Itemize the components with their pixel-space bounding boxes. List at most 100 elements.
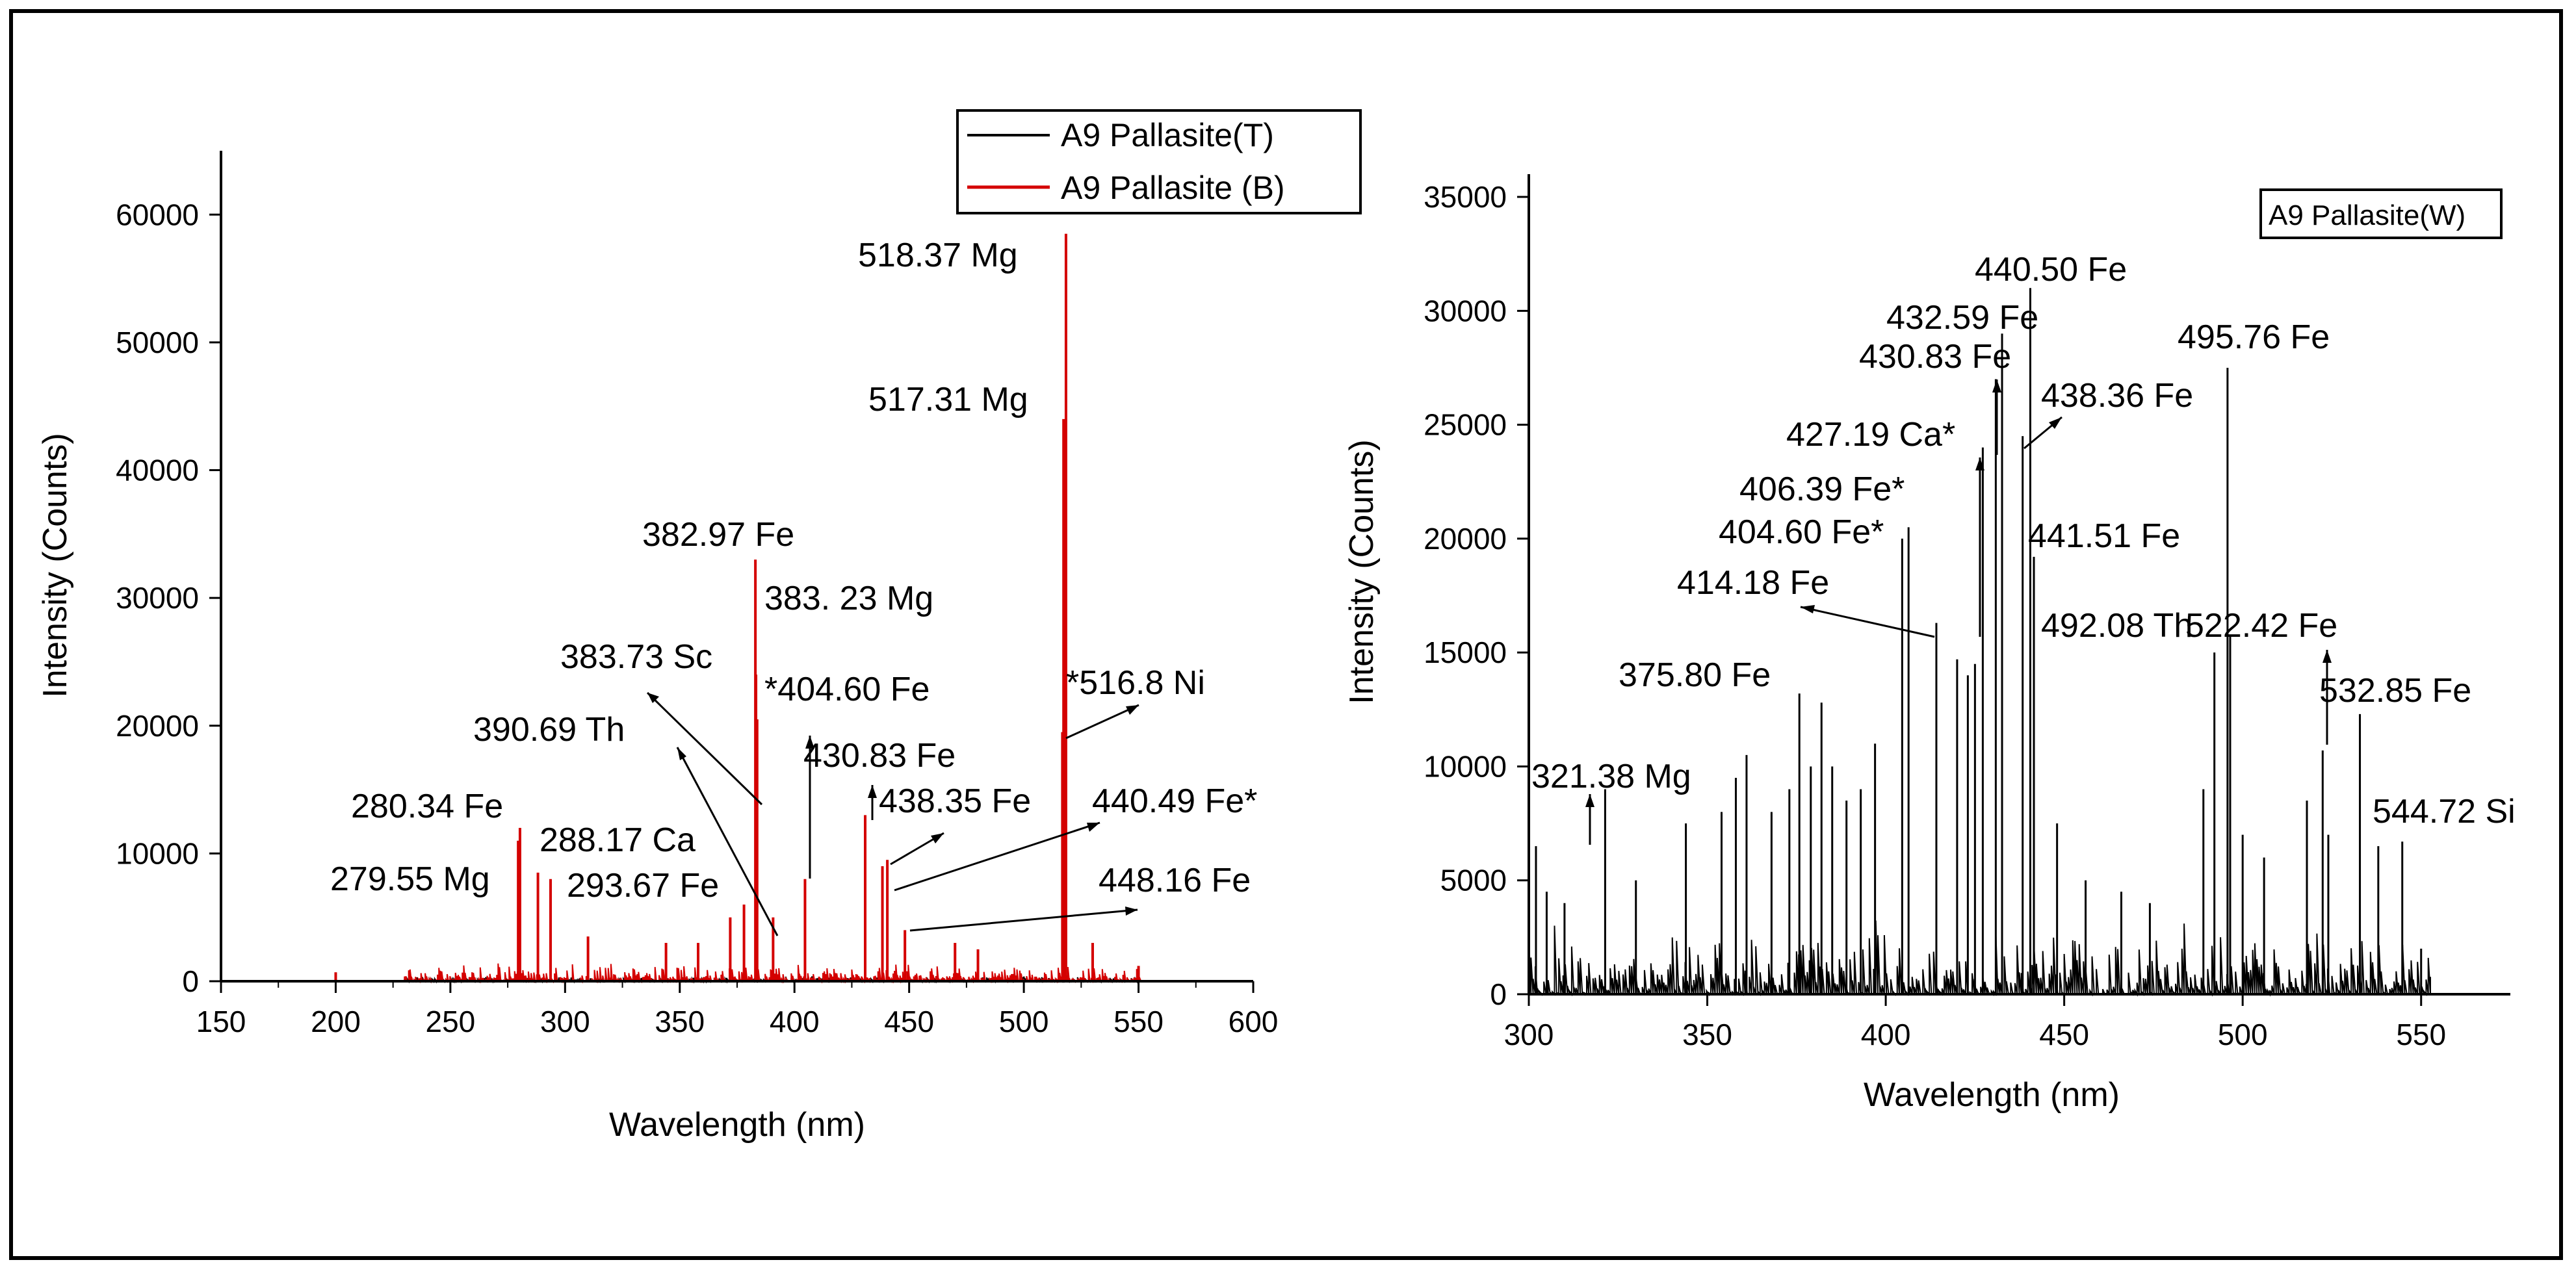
x-tick-label-l-250: 250: [426, 1005, 476, 1038]
chart-right-ticks: 300 350 400 450 500 550 0 5000 10000 15000 20000 25…: [1424, 180, 2446, 1051]
y-tick-label-l-10000: 10000: [116, 836, 199, 870]
ann-r-414-18-fe: 414.18 Fe: [1677, 564, 1829, 602]
chart-left-arrows: [646, 691, 1139, 936]
y-tick-label-r-25000: 25000: [1424, 408, 1507, 442]
arrowhead-r-414-18: [1801, 605, 1815, 613]
ann-l-516-8-ni: *516.8 Ni: [1066, 664, 1205, 702]
arrowhead-l-390-69: [677, 747, 686, 760]
x-tick-label-r-400: 400: [1861, 1018, 1911, 1051]
arrowhead-l-438-35: [931, 833, 944, 843]
arrowhead-r-438-36: [2049, 417, 2062, 429]
chart-left-legend: A9 Pallasite(T) A9 Pallasite (B): [956, 109, 1362, 214]
y-tick-label-l-50000: 50000: [116, 326, 199, 359]
arrowhead-l-516-8: [1126, 705, 1139, 715]
ann-l-518-37-mg: 518.37 Mg: [858, 237, 1018, 274]
ann-r-404-60-fe: 404.60 Fe*: [1719, 513, 1884, 551]
ann-r-522-42-fe: 522.42 Fe: [2185, 607, 2337, 645]
y-tick-label-l-30000: 30000: [116, 581, 199, 615]
ann-l-438-35-fe: 438.35 Fe: [879, 782, 1031, 820]
legend-entry-w: A9 Pallasite(W): [2269, 199, 2465, 231]
x-tick-label-l-350: 350: [655, 1005, 705, 1038]
ann-l-517-31-mg: 517.31 Mg: [868, 381, 1028, 418]
ann-l-288-17-ca: 288.17 Ca: [540, 821, 696, 859]
x-tick-label-l-400: 400: [770, 1005, 820, 1038]
ann-l-280-34-fe: 280.34 Fe: [351, 788, 503, 825]
ann-r-440-50-fe: 440.50 Fe: [1975, 251, 2127, 289]
ann-r-495-76-fe: 495.76 Fe: [2178, 318, 2330, 356]
arrow-r-414-18: [1800, 606, 1935, 638]
x-tick-label-r-550: 550: [2396, 1018, 2446, 1051]
ann-l-382-97-fe: 382.97 Fe: [642, 516, 794, 554]
arrow-l-448-16: [909, 908, 1138, 932]
x-tick-label-r-300: 300: [1504, 1018, 1554, 1051]
ann-r-375-80-fe: 375.80 Fe: [1619, 656, 1771, 694]
x-tick-label-l-550: 550: [1113, 1005, 1164, 1038]
ann-r-406-39-fe: 406.39 Fe*: [1739, 470, 1905, 508]
ann-l-430-83-fe: 430.83 Fe: [803, 737, 956, 775]
chart-right-arrowheads: [1585, 379, 2332, 807]
series-noise-r-0: [1528, 920, 2431, 997]
chart-left-legend-box: [956, 109, 1362, 214]
y-tick-label-r-15000: 15000: [1424, 636, 1507, 669]
chart-right-legend-box: [2259, 188, 2503, 239]
figure-frame: [9, 9, 2563, 1260]
arrow-l-440-49: [894, 821, 1100, 892]
chart-left-ticks: 150 200 250 300 350 400 450 500 550 600 0 10000 2000…: [116, 198, 1278, 1038]
y-tick-label-l-60000: 60000: [116, 198, 199, 231]
x-tick-label-r-350: 350: [1682, 1018, 1732, 1051]
chart-left-arrowheads: [647, 693, 1139, 916]
legend-entry-b: A9 Pallasite (B): [1061, 170, 1285, 206]
arrowhead-r-321-38: [1585, 794, 1594, 807]
y-tick-label-r-20000: 20000: [1424, 522, 1507, 556]
ann-r-532-85-fe: 532.85 Fe: [2319, 672, 2471, 710]
ann-r-427-19-ca: 427.19 Ca*: [1786, 416, 1955, 454]
chart-right-y-axis-label: Intensity (Counts): [1343, 439, 1381, 704]
arrow-l-516-8: [1065, 704, 1139, 739]
y-tick-label-r-10000: 10000: [1424, 749, 1507, 783]
x-tick-label-r-500: 500: [2218, 1018, 2268, 1051]
y-tick-label-r-30000: 30000: [1424, 294, 1507, 328]
ann-r-321-38-mg: 321.38 Mg: [1531, 758, 1691, 795]
arrowhead-r-430-83: [1992, 379, 2001, 392]
y-tick-label-l-0: 0: [182, 964, 199, 998]
ann-l-440-49-fe: 440.49 Fe*: [1092, 782, 1257, 820]
arrowhead-l-430-83: [868, 785, 877, 798]
x-tick-label-l-200: 200: [311, 1005, 361, 1038]
arrowhead-r-522-42: [2322, 650, 2332, 663]
chart-right: 300 350 400 450 500 550 0 5000 10000 15000 20000 25…: [1343, 174, 2516, 1114]
arrowhead-l-448-16: [1125, 907, 1138, 916]
ann-r-544-72-si: 544.72 Si: [2373, 793, 2516, 830]
y-tick-label-l-40000: 40000: [116, 454, 199, 487]
arrowhead-r-427-19: [1975, 457, 1984, 470]
x-tick-label-l-300: 300: [540, 1005, 590, 1038]
arrow-l-390-69: [676, 747, 779, 936]
ann-l-383-73-sc: 383.73 Sc: [560, 638, 712, 676]
ann-r-438-36-fe: 438.36 Fe: [2041, 377, 2193, 415]
ann-r-492-08-th: 492.08 Th: [2041, 607, 2192, 645]
arrowhead-l-440-49: [1087, 823, 1100, 832]
y-tick-label-r-5000: 5000: [1440, 864, 1507, 897]
arrow-l-383-73: [646, 691, 763, 806]
ann-l-404-60-fe: *404.60 Fe: [764, 671, 930, 708]
legend-entry-t: A9 Pallasite(T): [1061, 117, 1274, 153]
y-tick-label-r-0: 0: [1490, 977, 1507, 1011]
arrowhead-l-404-60: [805, 736, 814, 749]
x-tick-label-l-600: 600: [1229, 1005, 1279, 1038]
chart-left: 150 200 250 300 350 400 450 500 550 600 0 10000 2000…: [36, 109, 1362, 1144]
arrowhead-l-383-73: [647, 693, 659, 703]
ann-r-432-59-fe: 432.59 Fe: [1886, 299, 2038, 337]
y-tick-label-l-20000: 20000: [116, 709, 199, 743]
ann-l-448-16-fe: 448.16 Fe: [1099, 862, 1251, 899]
ann-l-390-69-th: 390.69 Th: [473, 711, 625, 749]
ann-r-430-83-fe: 430.83 Fe: [1859, 338, 2011, 376]
ann-l-383-23-mg: 383. 23 Mg: [764, 580, 933, 617]
x-tick-label-r-450: 450: [2039, 1018, 2089, 1051]
x-tick-label-l-500: 500: [999, 1005, 1049, 1038]
ann-l-279-55-mg: 279.55 Mg: [330, 860, 490, 898]
chart-right-legend: A9 Pallasite(W): [2259, 188, 2503, 239]
y-tick-label-r-35000: 35000: [1424, 180, 1507, 214]
ann-l-293-67-fe: 293.67 Fe: [567, 867, 719, 905]
chart-left-x-axis-label: Wavelength (nm): [609, 1106, 865, 1144]
x-tick-label-l-150: 150: [196, 1005, 246, 1038]
